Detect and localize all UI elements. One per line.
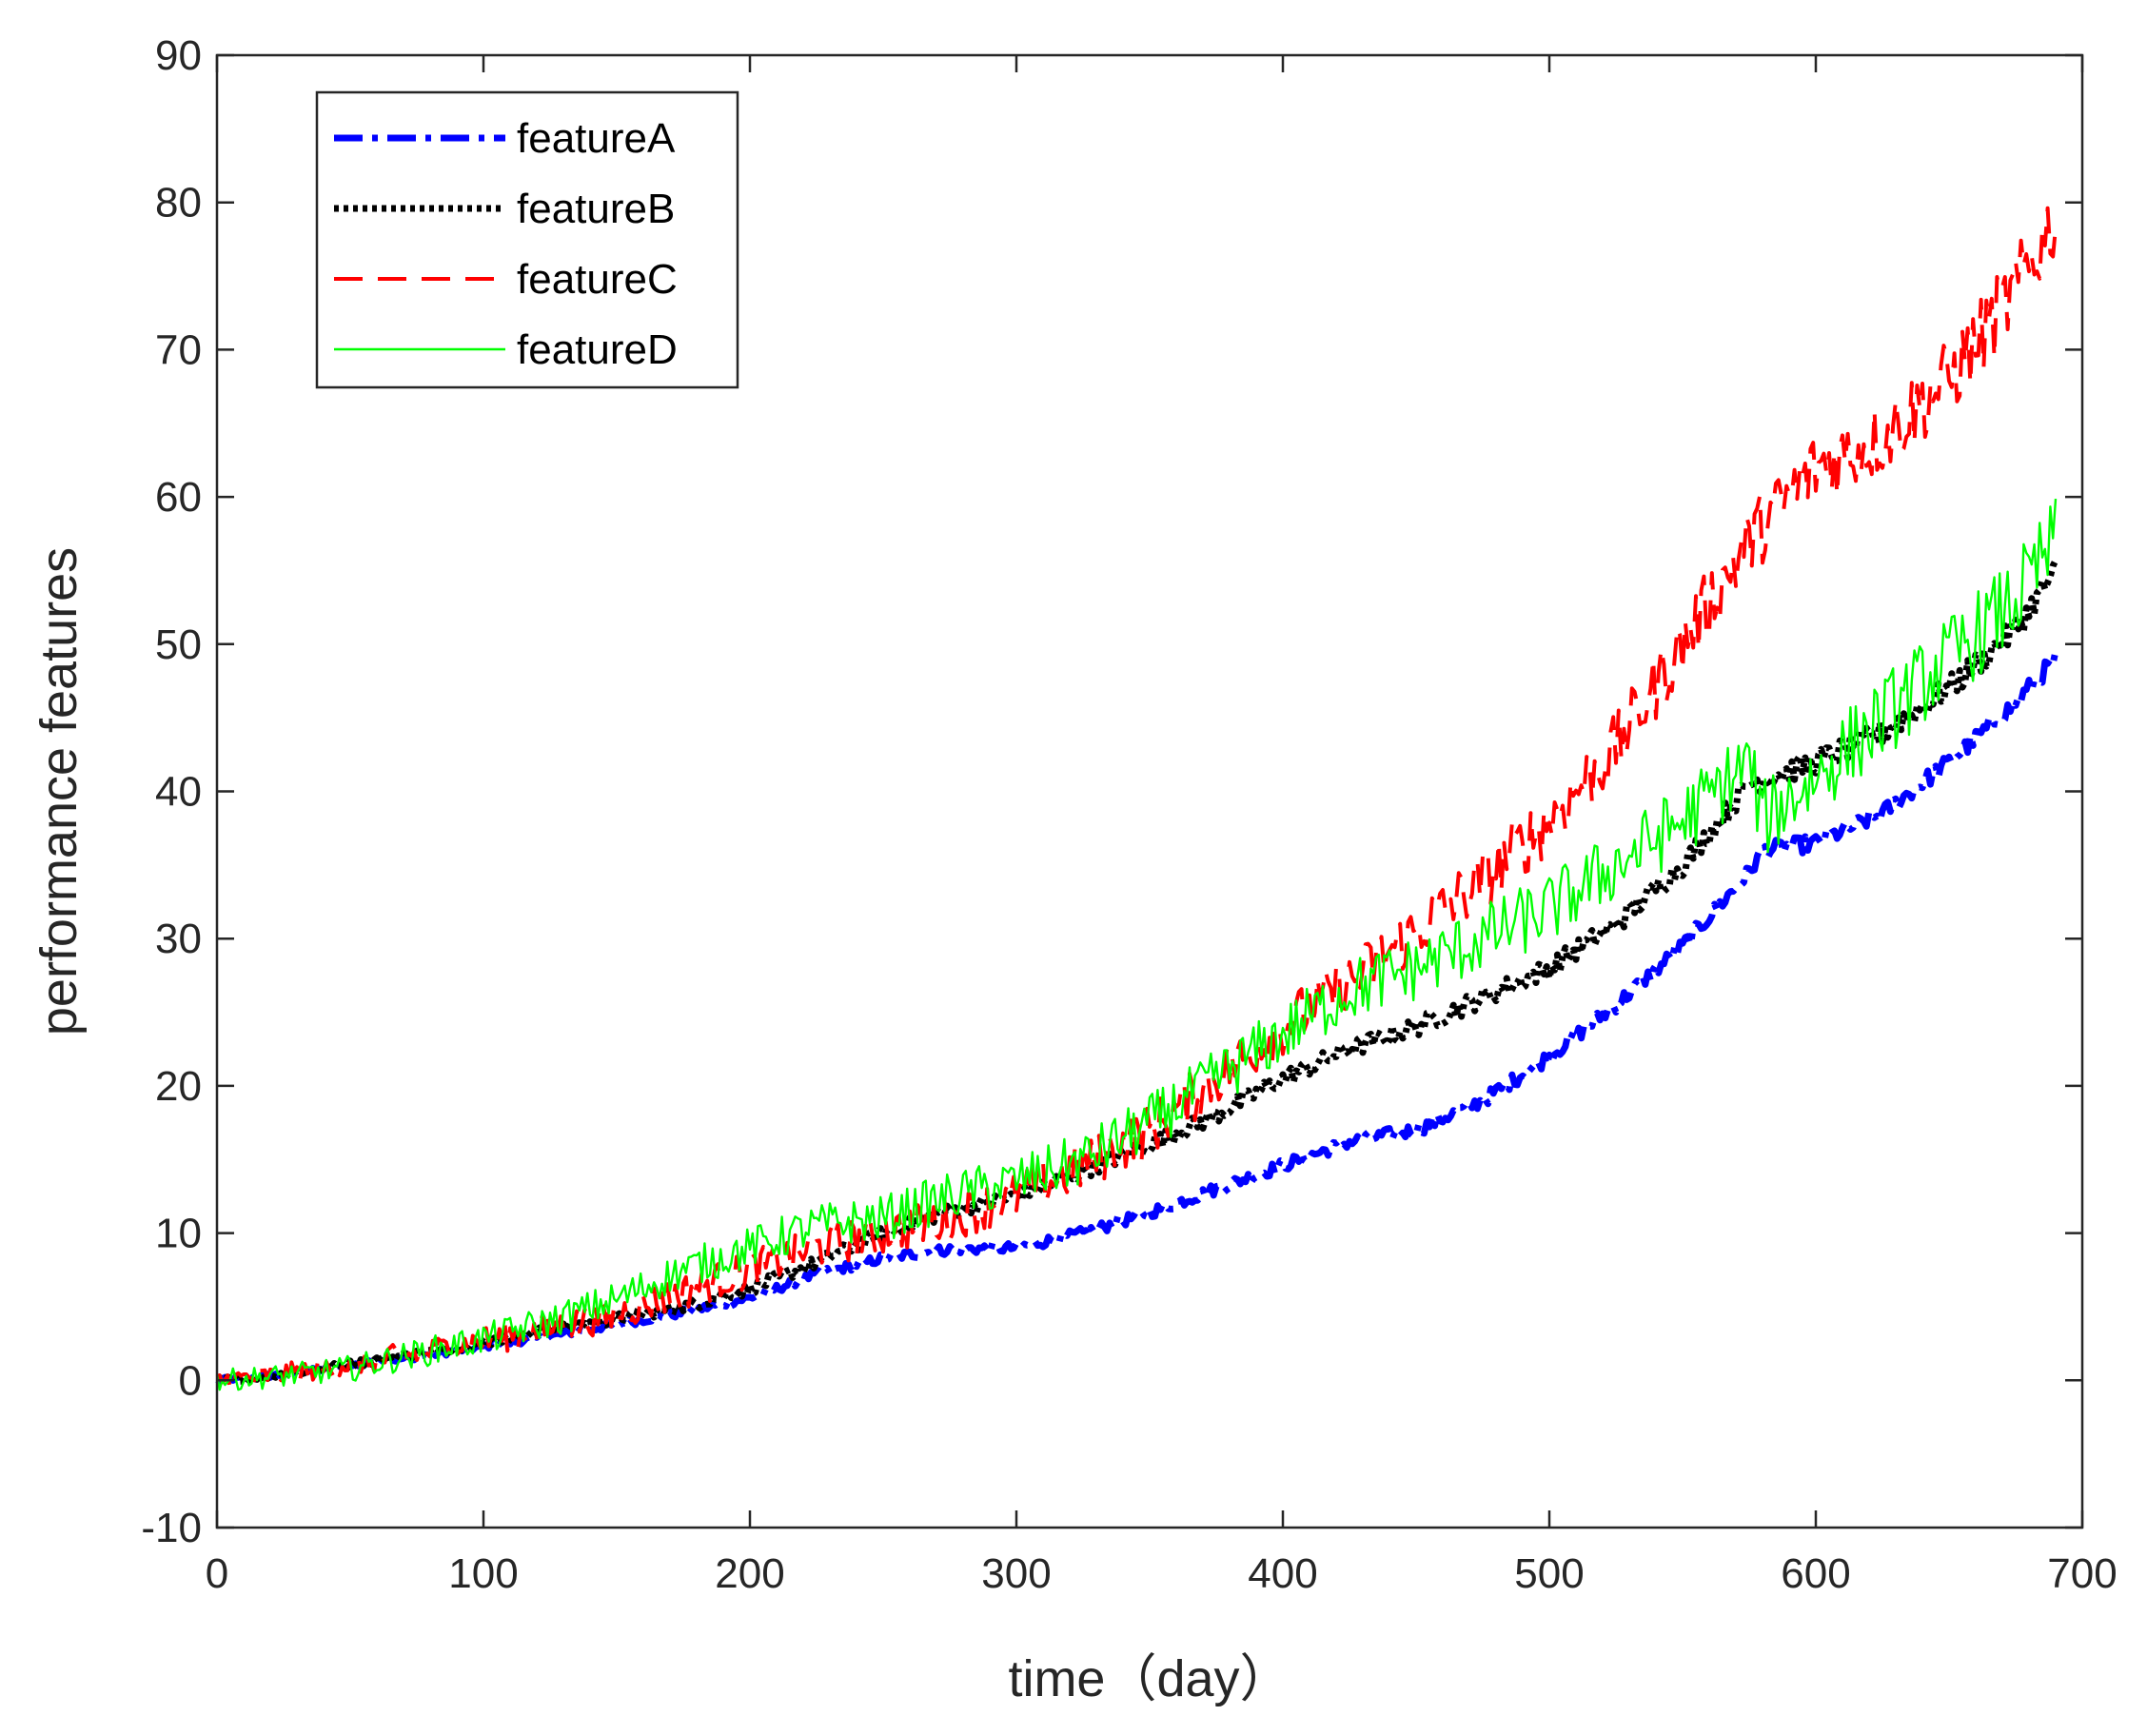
x-tick-label: 500 (1514, 1550, 1584, 1597)
legend-box (315, 90, 739, 389)
axes-layer: 0 100 200 300 400 500 600 700-10010203040506070… (141, 32, 2117, 1597)
series-line-featureD (215, 499, 2058, 1391)
y-tick-label: 80 (155, 180, 202, 227)
y-axis-title: performance features (30, 547, 88, 1036)
series-layer (215, 206, 2059, 1391)
y-tick-label: 20 (155, 1063, 202, 1110)
legend-label-featureD: featureD (517, 326, 678, 373)
x-tick-label: 100 (448, 1550, 518, 1597)
legend-label-featureA: featureA (517, 115, 676, 162)
y-tick-label: 90 (155, 32, 202, 79)
legend: featureA featureB featureC featureD (315, 90, 739, 389)
y-tick-label: 60 (155, 474, 202, 521)
legend-label-featureB: featureB (517, 186, 675, 232)
y-tick-label: 70 (155, 326, 202, 373)
y-tick-label: 10 (155, 1211, 202, 1257)
x-tick-label: 600 (1781, 1550, 1850, 1597)
legend-label-featureC: featureC (517, 256, 678, 303)
x-tick-label: 400 (1248, 1550, 1317, 1597)
x-axis-title: time（day） (1008, 1650, 1290, 1707)
x-tick-label: 700 (2047, 1550, 2117, 1597)
y-tick-label: 30 (155, 916, 202, 962)
y-tick-label: 50 (155, 621, 202, 668)
x-tick-label: 0 (206, 1550, 228, 1597)
y-tick-label: -10 (141, 1505, 202, 1551)
x-tick-label: 200 (715, 1550, 784, 1597)
x-tick-label: 300 (981, 1550, 1051, 1597)
y-tick-label: 0 (179, 1357, 202, 1404)
y-tick-label: 40 (155, 769, 202, 816)
